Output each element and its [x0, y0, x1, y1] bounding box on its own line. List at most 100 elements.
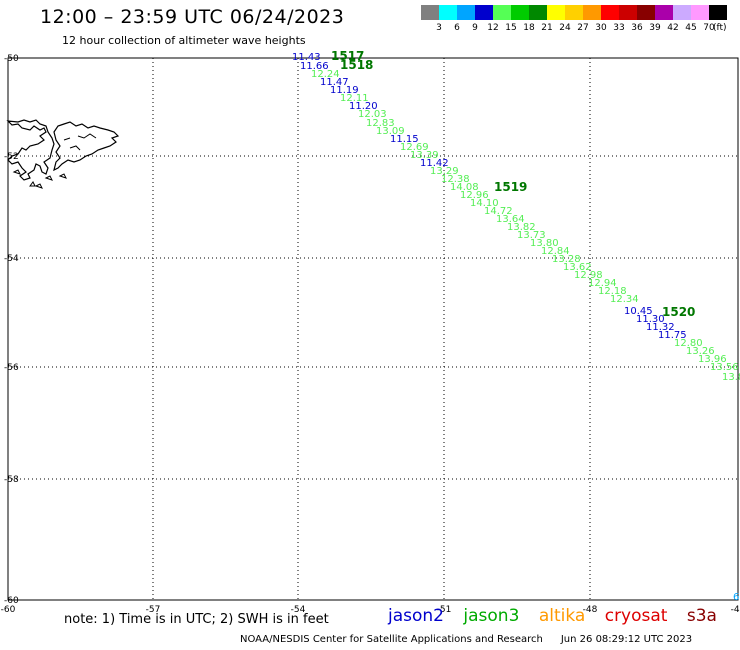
lat-tick-label: -60 [4, 596, 19, 606]
wave-height-label: 12.18 [598, 286, 627, 297]
credit-text: NOAA/NESDIS Center for Satellite Applica… [240, 634, 543, 645]
legend-swatch [619, 5, 637, 20]
wave-height-label: 11.32 [646, 322, 675, 333]
pass-number-label: 1519 [494, 180, 527, 194]
wave-height-label: 12.94 [588, 278, 617, 289]
legend-label: 70 [703, 23, 715, 33]
legend-label: 18 [523, 23, 535, 33]
lon-tick-label: -57 [146, 605, 161, 615]
legend-label: 30 [595, 23, 607, 33]
wave-height-label: 13.29 [430, 166, 459, 177]
legend-label: 45 [685, 23, 697, 33]
wave-height-label: 11.19 [330, 85, 359, 96]
lon-tick-label: -60 [1, 605, 16, 615]
lat-tick-label: -58 [4, 475, 19, 485]
map-title: 12:00 – 23:59 UTC 06/24/2023 [40, 6, 345, 28]
wave-height-label: 12.96 [460, 190, 489, 201]
legend-label: 24 [559, 23, 571, 33]
wave-height-label: 11.20 [349, 101, 378, 112]
legend-label: 15 [505, 23, 517, 33]
wave-height-label: 12.83 [366, 118, 395, 129]
lon-tick-label: -48 [583, 605, 598, 615]
wave-height-label: 13.56 [710, 362, 739, 373]
lon-tick-label: -45 [731, 605, 740, 615]
legend-swatch [655, 5, 673, 20]
wave-height-label: 12.03 [358, 109, 387, 120]
lat-tick-label: -54 [4, 254, 19, 264]
legend-swatch [547, 5, 565, 20]
legend-swatch [583, 5, 601, 20]
lat-lon-grid: -60-57-54-51-48-45-50-52-54-56-58-60 [1, 54, 740, 615]
wave-height-label: 12.24 [311, 69, 340, 80]
legend-swatch [673, 5, 691, 20]
legend-swatch [709, 5, 727, 20]
wave-height-label: 13.28 [552, 254, 581, 265]
legend-swatch [637, 5, 655, 20]
lon-tick-label: -54 [291, 605, 306, 615]
wave-height-label: 13.82 [507, 222, 536, 233]
wave-height-label: 13.62 [563, 262, 592, 273]
legend-unit: (ft) [713, 23, 727, 33]
map-frame [7, 57, 739, 601]
falkland-islands-coastline [6, 119, 120, 189]
satellite-legend: jason2 jason3 altika cryosat s3a [388, 606, 731, 626]
wave-height-label: 11.43 [292, 52, 321, 63]
satellite-track: 11.4311.6612.2411.4711.1912.1111.2012.03… [292, 49, 740, 603]
legend-label: 33 [613, 23, 625, 33]
legend-swatch [475, 5, 493, 20]
pass-number-label: 1520 [662, 305, 695, 319]
coastline-east-inlet [63, 133, 97, 151]
sat-altika: altika [538, 606, 586, 626]
wave-height-label: 13.73 [517, 230, 546, 241]
legend-swatch [439, 5, 457, 20]
legend-label: 12 [487, 23, 499, 33]
wave-height-label: 10.45 [624, 306, 653, 317]
coastline-east-island [53, 121, 120, 172]
legend-swatch [691, 5, 709, 20]
legend-label: 42 [667, 23, 679, 33]
wave-height-label: 11.75 [658, 330, 687, 341]
lat-tick-label: -50 [4, 54, 19, 64]
wave-height-label: 12.34 [610, 294, 639, 305]
legend-swatch [421, 5, 439, 20]
wave-height-label: 12.69 [400, 142, 429, 153]
wave-height-label: 13.8 [722, 372, 740, 383]
wave-height-label: 13.39 [410, 150, 439, 161]
wave-height-label: 14.72 [484, 206, 513, 217]
wave-height-label: 11.15 [390, 134, 419, 145]
wave-height-label: 11.30 [636, 314, 665, 325]
sat-cryosat: cryosat [604, 606, 668, 626]
edge-value-label: 6 [733, 592, 739, 603]
legend-label: 36 [631, 23, 643, 33]
coastline-small-islands [12, 169, 67, 189]
legend-label: 21 [541, 23, 553, 33]
legend-label: 9 [472, 23, 478, 33]
sat-s3a: s3a [686, 606, 717, 626]
wave-height-label: 12.84 [541, 246, 570, 257]
footer-credit: NOAA/NESDIS Center for Satellite Applica… [240, 634, 692, 645]
legend-swatch [457, 5, 475, 20]
wave-height-label: 13.09 [376, 126, 405, 137]
lon-tick-label: -51 [437, 605, 452, 615]
wave-height-label: 11.66 [300, 61, 329, 72]
wave-height-label: 14.10 [470, 198, 499, 209]
wave-height-label: 14.08 [450, 182, 479, 193]
wave-height-label: 12.80 [674, 338, 703, 349]
sat-jason2: jason2 [388, 606, 444, 626]
footer-note: note: 1) Time is in UTC; 2) SWH is in fe… [64, 612, 329, 627]
legend-label: 39 [649, 23, 661, 33]
legend-label: 3 [436, 23, 442, 33]
sat-jason3: jason3 [463, 606, 520, 626]
legend-swatch [493, 5, 511, 20]
wave-height-label: 13.64 [496, 214, 525, 225]
wave-height-label: 11.42 [420, 158, 449, 169]
wave-height-label: 13.26 [686, 346, 715, 357]
coastline-west-island [6, 119, 55, 181]
wave-height-label: 12.11 [340, 93, 369, 104]
legend-label: 6 [454, 23, 460, 33]
wave-height-label: 12.98 [574, 270, 603, 281]
legend-swatch [565, 5, 583, 20]
legend-swatch [601, 5, 619, 20]
wave-height-label: 13.96 [698, 354, 727, 365]
